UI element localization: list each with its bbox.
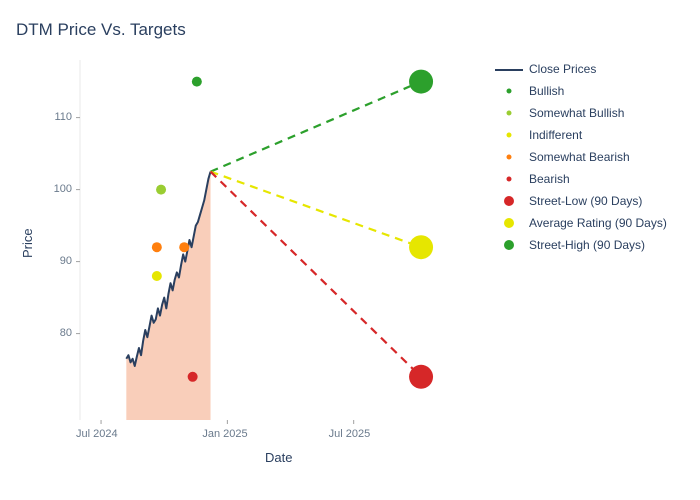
x-tick-label: Jan 2025 (202, 428, 247, 440)
legend-item[interactable]: Indifferent (495, 125, 667, 145)
y-tick-label: 80 (60, 327, 72, 339)
legend-label: Somewhat Bullish (529, 104, 624, 123)
legend: Close Prices Bullish Somewhat Bullish Indif… (495, 60, 667, 257)
legend-label: Street-Low (90 Days) (529, 192, 642, 211)
y-axis-label: Price (20, 228, 35, 258)
legend-item[interactable]: Bullish (495, 81, 667, 101)
legend-item[interactable]: Average Rating (90 Days) (495, 213, 667, 233)
legend-swatch (495, 81, 523, 101)
legend-swatch (495, 213, 523, 233)
x-axis-label: Date (265, 450, 292, 465)
legend-swatch (495, 103, 523, 123)
legend-swatch (495, 63, 523, 77)
legend-label: Bearish (529, 170, 570, 189)
y-tick-label: 90 (60, 255, 72, 267)
y-tick-label: 110 (54, 111, 72, 123)
legend-label: Indifferent (529, 126, 582, 145)
legend-label: Average Rating (90 Days) (529, 214, 667, 233)
x-tick-label: Jul 2025 (329, 428, 371, 440)
legend-item[interactable]: Street-High (90 Days) (495, 235, 667, 255)
legend-item[interactable]: Somewhat Bearish (495, 147, 667, 167)
legend-label: Street-High (90 Days) (529, 236, 645, 255)
x-tick-label: Jul 2024 (76, 428, 118, 440)
chart-title: DTM Price Vs. Targets (16, 20, 186, 40)
legend-item[interactable]: Street-Low (90 Days) (495, 191, 667, 211)
legend-swatch (495, 191, 523, 211)
y-tick-label: 100 (54, 183, 72, 195)
legend-swatch (495, 235, 523, 255)
legend-label: Close Prices (529, 60, 596, 79)
legend-swatch (495, 147, 523, 167)
legend-item[interactable]: Bearish (495, 169, 667, 189)
legend-item[interactable]: Somewhat Bullish (495, 103, 667, 123)
legend-swatch (495, 169, 523, 189)
legend-swatch (495, 125, 523, 145)
legend-label: Somewhat Bearish (529, 148, 630, 167)
legend-item[interactable]: Close Prices (495, 60, 667, 79)
legend-label: Bullish (529, 82, 564, 101)
